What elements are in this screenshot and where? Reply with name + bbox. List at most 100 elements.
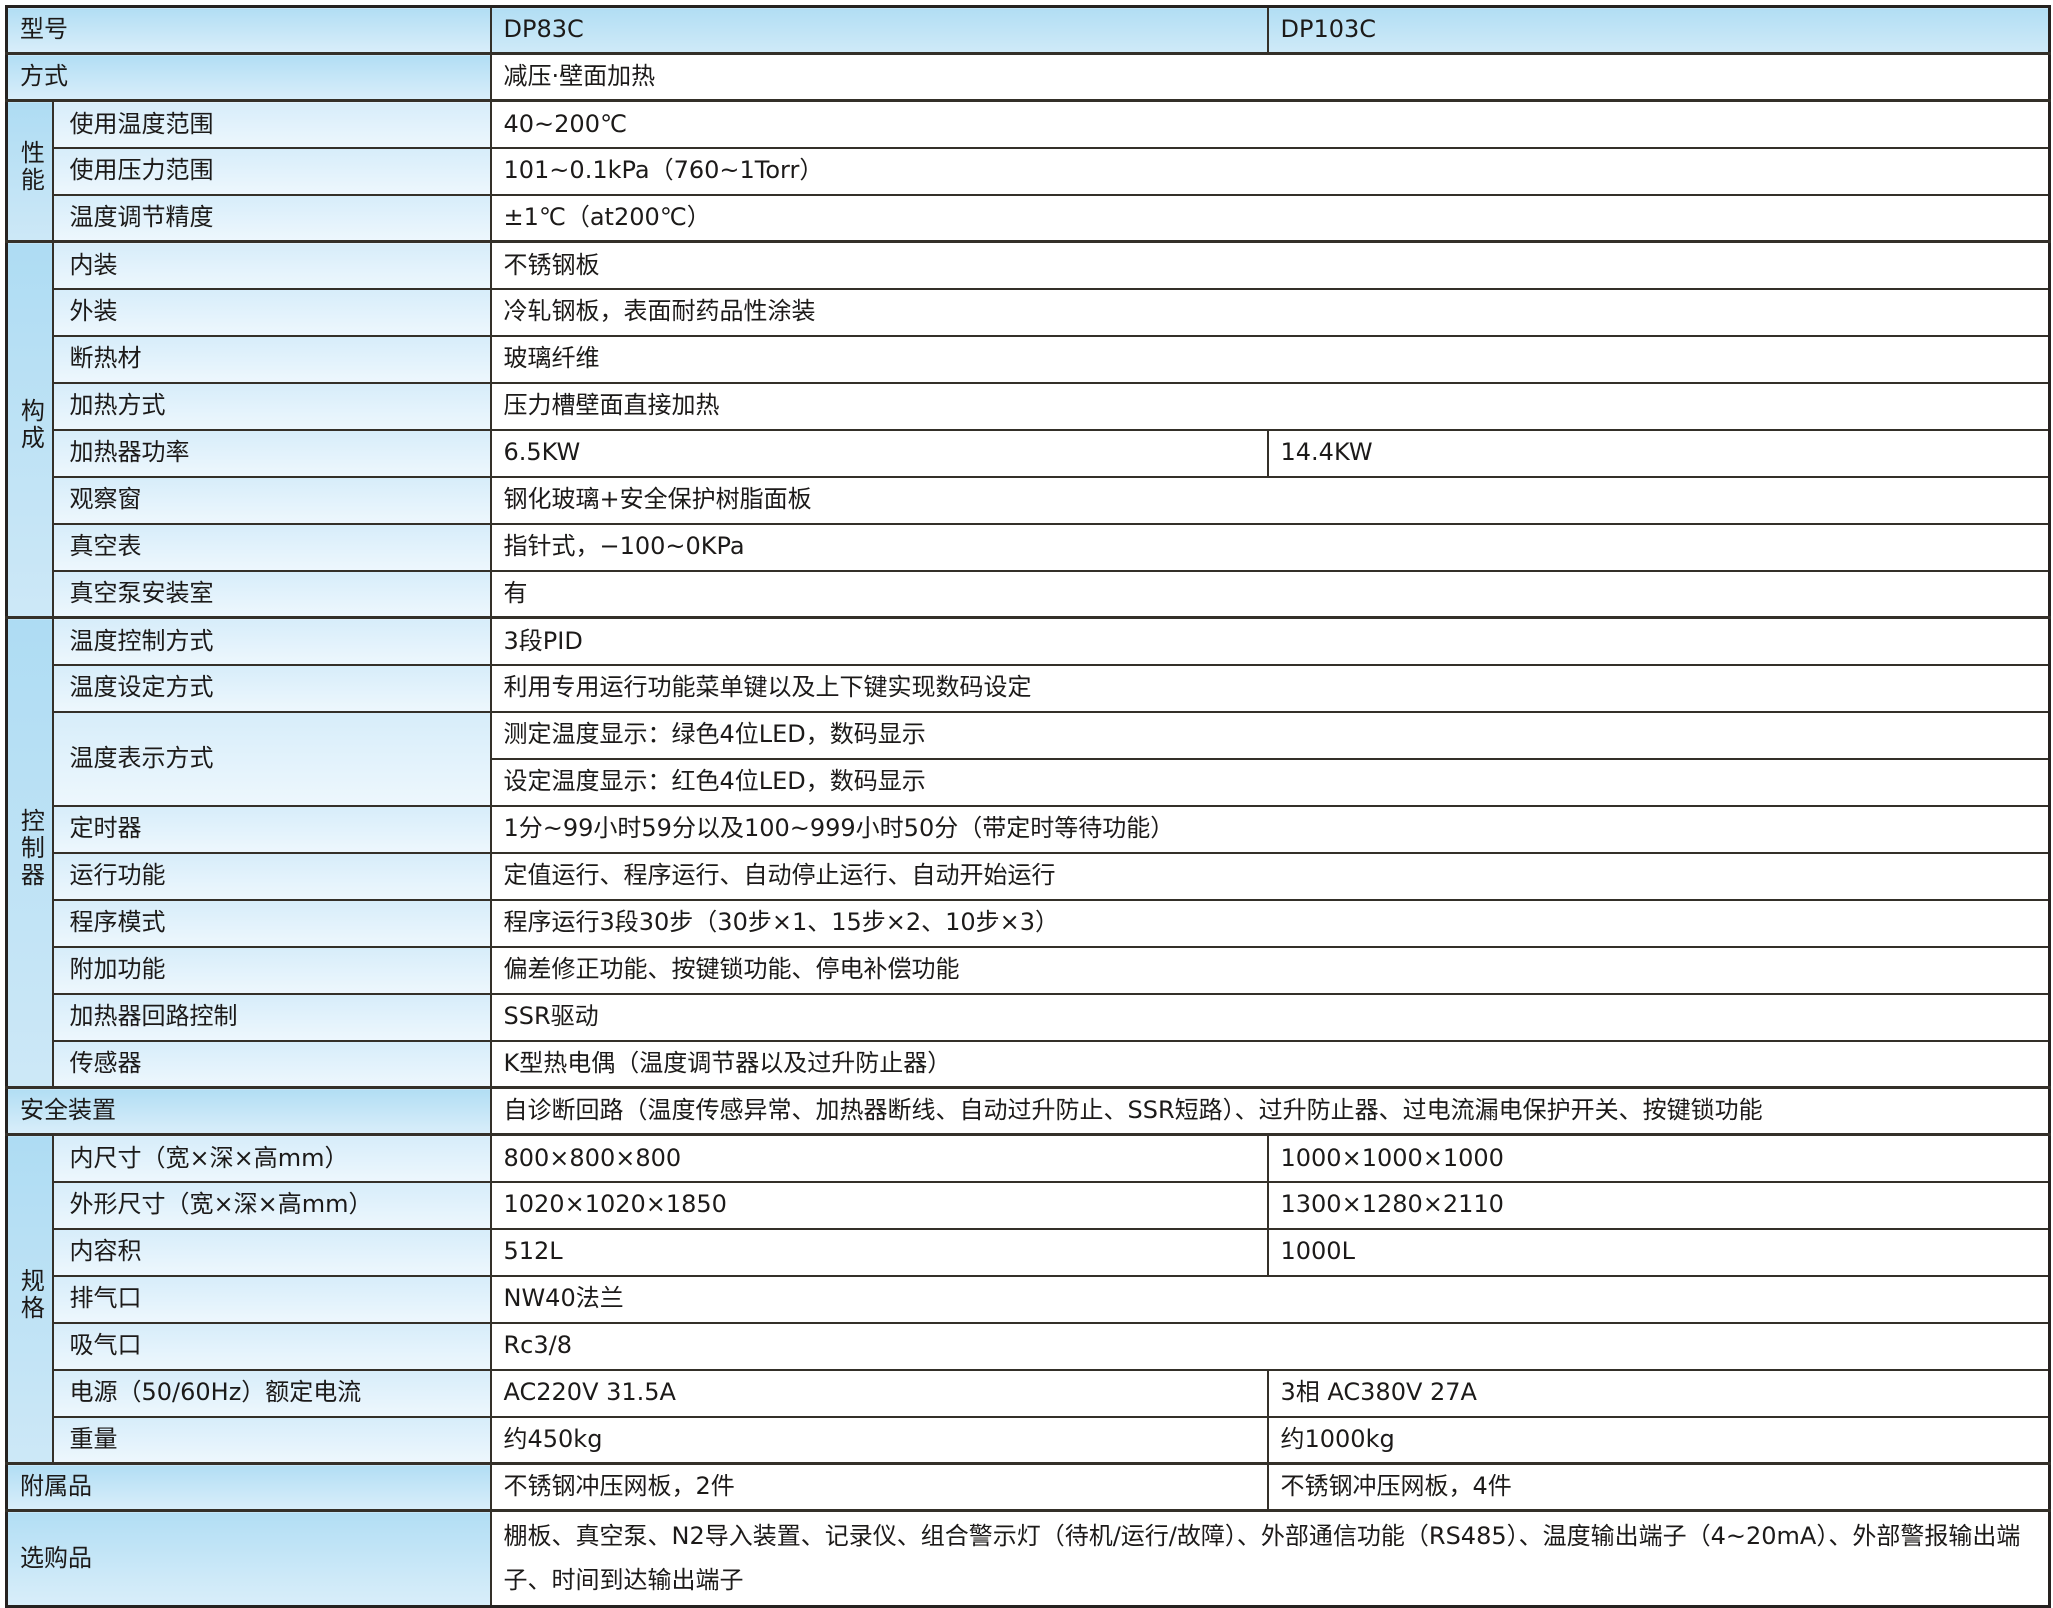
row-value-power-supply-2: 3相 AC380V 27A xyxy=(1266,1368,2051,1418)
row-value-sensor: K型热电偶（温度调节器以及过升防止器） xyxy=(489,1039,2051,1089)
row-temp-setting: 温度设定方式 利用专用运行功能菜单键以及上下键实现数码设定 xyxy=(7,663,2051,713)
row-value-accessories-2: 不锈钢冲压网板，4件 xyxy=(1266,1462,2051,1512)
row-value-heating-method: 压力槽壁面直接加热 xyxy=(489,381,2051,431)
row-label-vacuum-gauge: 真空表 xyxy=(51,522,492,572)
row-value-exhaust-port: NW40法兰 xyxy=(489,1274,2051,1324)
row-power-supply: 电源（50/60Hz）额定电流 AC220V 31.5A 3相 AC380V 2… xyxy=(7,1368,2051,1418)
row-label-sensor: 传感器 xyxy=(51,1039,492,1089)
row-interior: 构成 内装 不锈钢板 xyxy=(5,240,2051,619)
row-label-temp-setting: 温度设定方式 xyxy=(51,663,492,713)
row-value-outer-dimensions-1: 1020×1020×1850 xyxy=(489,1180,1269,1230)
row-temp-display-1: 温度表示方式 测定温度显示：绿色4位LED，数码显示 xyxy=(7,710,2051,807)
row-label-vacuum-pump-room: 真空泵安装室 xyxy=(51,569,492,619)
row-vacuum-gauge: 真空表 指针式，−100~0KPa xyxy=(7,522,2051,572)
row-heater-power: 加热器功率 6.5KW 14.4KW xyxy=(7,428,2051,478)
row-temp-control: 控制器 温度控制方式 3段PID xyxy=(5,616,2051,1089)
row-label-interior: 内装 xyxy=(51,240,492,290)
row-program-mode: 程序模式 程序运行3段30步（30步×1、15步×2、10步×3） xyxy=(7,898,2051,948)
row-model: 型号 DP83C DP103C xyxy=(5,5,2051,55)
row-weight: 重量 约450kg 约1000kg xyxy=(7,1415,2051,1465)
row-label-heater-circuit-control: 加热器回路控制 xyxy=(51,992,492,1042)
row-value-weight-1: 约450kg xyxy=(489,1415,1269,1465)
row-value-operation-functions: 定值运行、程序运行、自动停止运行、自动开始运行 xyxy=(489,851,2051,901)
row-value-inner-dimensions-1: 800×800×800 xyxy=(489,1133,1269,1183)
row-value-temp-range: 40~200℃ xyxy=(489,99,2051,149)
row-exhaust-port: 排气口 NW40法兰 xyxy=(7,1274,2051,1324)
row-value-interior: 不锈钢板 xyxy=(489,240,2051,290)
row-label-exhaust-port: 排气口 xyxy=(51,1274,492,1324)
row-value-inner-volume-1: 512L xyxy=(489,1227,1269,1277)
row-value-program-mode: 程序运行3段30步（30步×1、15步×2、10步×3） xyxy=(489,898,2051,948)
row-label-inner-dimensions: 内尺寸（宽×深×高mm） xyxy=(51,1133,492,1183)
row-label-temp-accuracy: 温度调节精度 xyxy=(51,193,492,243)
row-value-intake-port: Rc3/8 xyxy=(489,1321,2051,1371)
row-value-temp-accuracy: ±1℃（at200℃） xyxy=(489,193,2051,243)
row-label-power-supply: 电源（50/60Hz）额定电流 xyxy=(51,1368,492,1418)
row-label-pressure-range: 使用压力范围 xyxy=(51,146,492,196)
row-value-temp-display-measured: 测定温度显示：绿色4位LED，数码显示 xyxy=(489,710,2051,760)
row-label-temp-range: 使用温度范围 xyxy=(51,99,492,149)
row-value-temp-display-set: 设定温度显示：红色4位LED，数码显示 xyxy=(489,757,2051,807)
row-label-heater-power: 加热器功率 xyxy=(51,428,492,478)
row-heating-method: 加热方式 压力槽壁面直接加热 xyxy=(7,381,2051,431)
row-inner-dimensions: 规格 内尺寸（宽×深×高mm） 800×800×800 1000×1000×10… xyxy=(5,1133,2051,1465)
row-value-power-supply-1: AC220V 31.5A xyxy=(489,1368,1269,1418)
model-header-label: 型号 xyxy=(5,5,492,55)
row-label-weight: 重量 xyxy=(51,1415,492,1465)
row-pressure-range: 使用压力范围 101~0.1kPa（760~1Torr） xyxy=(7,146,2051,196)
row-temp-display-2: 设定温度显示：红色4位LED，数码显示 xyxy=(7,757,2051,807)
row-value-temp-setting: 利用专用运行功能菜单键以及上下键实现数码设定 xyxy=(489,663,2051,713)
row-temp-range: 性能 使用温度范围 40~200℃ xyxy=(5,99,2051,243)
row-insulation: 断热材 玻璃纤维 xyxy=(7,334,2051,384)
row-sensor: 传感器 K型热电偶（温度调节器以及过升防止器） xyxy=(7,1039,2051,1089)
row-value-pressure-range: 101~0.1kPa（760~1Torr） xyxy=(489,146,2051,196)
row-heater-circuit-control: 加热器回路控制 SSR驱动 xyxy=(7,992,2051,1042)
row-intake-port: 吸气口 Rc3/8 xyxy=(7,1321,2051,1371)
row-observation-window: 观察窗 钢化玻璃+安全保护树脂面板 xyxy=(7,475,2051,525)
row-label-operation-functions: 运行功能 xyxy=(51,851,492,901)
row-value-heater-power-1: 6.5KW xyxy=(489,428,1269,478)
row-label-outer-dimensions: 外形尺寸（宽×深×高mm） xyxy=(51,1180,492,1230)
row-value-temp-control: 3段PID xyxy=(489,616,2051,666)
row-label-timer: 定时器 xyxy=(51,804,492,854)
row-value-safety-devices: 自诊断回路（温度传感异常、加热器断线、自动过升防止、SSR短路）、过升防止器、过… xyxy=(489,1086,2051,1136)
row-value-timer: 1分~99小时59分以及100~999小时50分（带定时等待功能） xyxy=(489,804,2051,854)
row-value-heater-power-2: 14.4KW xyxy=(1266,428,2051,478)
row-value-heater-circuit-control: SSR驱动 xyxy=(489,992,2051,1042)
row-value-exterior: 冷轧钢板，表面耐药品性涂装 xyxy=(489,287,2051,337)
row-temp-accuracy: 温度调节精度 ±1℃（at200℃） xyxy=(7,193,2051,243)
row-label-inner-volume: 内容积 xyxy=(51,1227,492,1277)
row-value-accessories-1: 不锈钢冲压网板，2件 xyxy=(489,1462,1269,1512)
row-value-outer-dimensions-2: 1300×1280×2110 xyxy=(1266,1180,2051,1230)
row-value-inner-dimensions-2: 1000×1000×1000 xyxy=(1266,1133,2051,1183)
row-value-inner-volume-2: 1000L xyxy=(1266,1227,2051,1277)
row-label-program-mode: 程序模式 xyxy=(51,898,492,948)
section-controller: 控制器 xyxy=(5,616,54,1089)
row-optional-items: 选购品 棚板、真空泵、N2导入装置、记录仪、组合警示灯（待机/运行/故障）、外部… xyxy=(5,1509,2051,1608)
row-value-additional-functions: 偏差修正功能、按键锁功能、停电补偿功能 xyxy=(489,945,2051,995)
row-label-heating-method: 加热方式 xyxy=(51,381,492,431)
row-label-intake-port: 吸气口 xyxy=(51,1321,492,1371)
row-label-method: 方式 xyxy=(5,52,492,102)
row-vacuum-pump-room: 真空泵安装室 有 xyxy=(7,569,2051,619)
row-value-vacuum-pump-room: 有 xyxy=(489,569,2051,619)
row-operation-functions: 运行功能 定值运行、程序运行、自动停止运行、自动开始运行 xyxy=(7,851,2051,901)
row-safety-devices: 安全装置 自诊断回路（温度传感异常、加热器断线、自动过升防止、SSR短路）、过升… xyxy=(5,1086,2051,1136)
row-value-vacuum-gauge: 指针式，−100~0KPa xyxy=(489,522,2051,572)
row-label-safety-devices: 安全装置 xyxy=(5,1086,492,1136)
row-exterior: 外装 冷轧钢板，表面耐药品性涂装 xyxy=(7,287,2051,337)
section-construction: 构成 xyxy=(5,240,54,619)
model-2-header: DP103C xyxy=(1266,5,2051,55)
row-label-exterior: 外装 xyxy=(51,287,492,337)
row-value-weight-2: 约1000kg xyxy=(1266,1415,2051,1465)
row-accessories: 附属品 不锈钢冲压网板，2件 不锈钢冲压网板，4件 xyxy=(5,1462,2051,1512)
row-label-additional-functions: 附加功能 xyxy=(51,945,492,995)
row-additional-functions: 附加功能 偏差修正功能、按键锁功能、停电补偿功能 xyxy=(7,945,2051,995)
section-specs: 规格 xyxy=(5,1133,54,1465)
spec-table: 型号 DP83C DP103C 方式 减压·壁面加热 性能 使用温度范围 40~… xyxy=(5,5,2051,1608)
row-method: 方式 减压·壁面加热 xyxy=(5,52,2051,102)
row-timer: 定时器 1分~99小时59分以及100~999小时50分（带定时等待功能） xyxy=(7,804,2051,854)
row-value-insulation: 玻璃纤维 xyxy=(489,334,2051,384)
row-label-optional-items: 选购品 xyxy=(5,1509,492,1608)
row-inner-volume: 内容积 512L 1000L xyxy=(7,1227,2051,1277)
